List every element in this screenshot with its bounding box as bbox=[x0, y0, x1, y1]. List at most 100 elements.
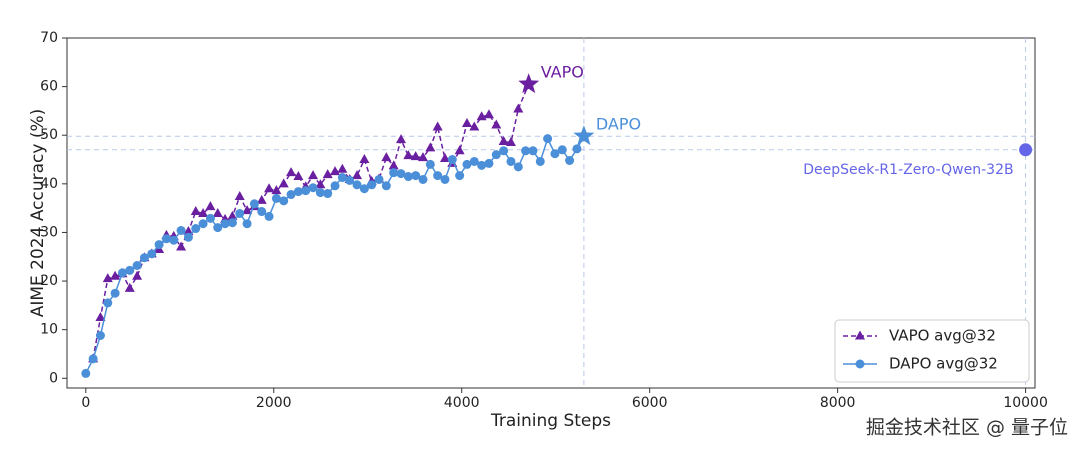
point bbox=[271, 193, 281, 203]
point bbox=[506, 156, 516, 166]
point bbox=[183, 232, 193, 242]
point bbox=[198, 219, 208, 229]
point bbox=[550, 149, 560, 159]
point bbox=[205, 201, 216, 211]
point bbox=[301, 186, 311, 196]
x-tick-label: 10000 bbox=[1003, 395, 1048, 411]
point bbox=[308, 170, 319, 180]
point bbox=[403, 150, 414, 160]
point bbox=[498, 136, 509, 146]
watermark: 掘金技术社区 @ 量子位 bbox=[866, 417, 1068, 439]
point bbox=[278, 178, 289, 188]
point bbox=[396, 134, 407, 144]
end-star bbox=[573, 125, 595, 146]
point bbox=[81, 368, 91, 378]
point bbox=[447, 155, 457, 165]
point bbox=[110, 270, 121, 280]
point bbox=[242, 219, 252, 229]
x-tick-label: 2000 bbox=[256, 395, 292, 411]
point bbox=[308, 183, 318, 193]
point bbox=[374, 174, 384, 184]
point bbox=[205, 213, 215, 223]
baseline-point bbox=[1019, 143, 1033, 157]
point bbox=[389, 168, 399, 178]
end-star bbox=[518, 73, 540, 94]
x-tick-label: 4000 bbox=[444, 395, 480, 411]
point bbox=[417, 152, 428, 162]
point bbox=[557, 145, 567, 155]
point bbox=[565, 156, 575, 165]
point bbox=[213, 223, 223, 233]
point bbox=[169, 235, 179, 245]
point bbox=[491, 119, 502, 129]
point bbox=[227, 218, 237, 228]
y-axis-label: AIME 2024 Accuracy (%) bbox=[28, 109, 48, 318]
point bbox=[528, 146, 538, 156]
y-tick-label: 70 bbox=[40, 30, 58, 46]
y-tick-label: 50 bbox=[40, 127, 58, 143]
legend-label: DAPO avg@32 bbox=[889, 355, 998, 373]
point bbox=[477, 160, 487, 170]
point bbox=[110, 288, 120, 298]
point bbox=[256, 194, 267, 204]
end-label: DAPO bbox=[596, 115, 641, 134]
point bbox=[440, 174, 450, 184]
plot-frame bbox=[66, 37, 1036, 389]
point bbox=[521, 146, 531, 156]
point bbox=[425, 159, 435, 169]
point bbox=[543, 134, 553, 144]
point bbox=[432, 121, 443, 131]
point bbox=[264, 211, 274, 221]
point bbox=[315, 188, 325, 198]
point bbox=[455, 171, 465, 181]
point bbox=[257, 207, 267, 217]
point bbox=[462, 159, 472, 169]
x-tick-label: 0 bbox=[81, 395, 90, 411]
point bbox=[323, 189, 333, 199]
point bbox=[403, 172, 413, 182]
point bbox=[88, 354, 98, 364]
point bbox=[154, 240, 164, 250]
point bbox=[103, 298, 113, 308]
point bbox=[198, 207, 209, 217]
point bbox=[359, 184, 369, 194]
legend-marker bbox=[855, 359, 865, 369]
y-tick-label: 40 bbox=[40, 176, 58, 192]
point bbox=[469, 156, 479, 166]
point bbox=[132, 261, 142, 270]
point bbox=[345, 175, 355, 185]
point bbox=[476, 111, 487, 121]
point bbox=[117, 268, 127, 278]
point bbox=[425, 142, 436, 152]
point bbox=[330, 181, 340, 191]
end-connector bbox=[517, 83, 530, 110]
point bbox=[234, 190, 245, 200]
point bbox=[381, 181, 391, 191]
point bbox=[191, 224, 201, 234]
point bbox=[505, 137, 516, 147]
point bbox=[264, 183, 275, 193]
point bbox=[513, 103, 524, 113]
point bbox=[484, 158, 494, 168]
point bbox=[176, 241, 187, 251]
point bbox=[293, 187, 303, 197]
point bbox=[396, 169, 406, 179]
point bbox=[469, 121, 480, 131]
point bbox=[125, 265, 135, 275]
point bbox=[330, 166, 341, 176]
point bbox=[249, 199, 259, 209]
point bbox=[161, 234, 171, 244]
point bbox=[95, 312, 106, 322]
point bbox=[293, 171, 304, 181]
point bbox=[359, 154, 370, 164]
legend-box bbox=[834, 319, 1030, 383]
y-tick-label: 30 bbox=[40, 224, 58, 240]
x-tick-label: 8000 bbox=[820, 395, 856, 411]
point bbox=[279, 196, 289, 206]
point bbox=[411, 171, 421, 181]
point bbox=[513, 162, 523, 172]
point bbox=[271, 185, 282, 195]
point bbox=[572, 144, 582, 154]
point bbox=[439, 153, 450, 163]
point bbox=[286, 190, 296, 200]
